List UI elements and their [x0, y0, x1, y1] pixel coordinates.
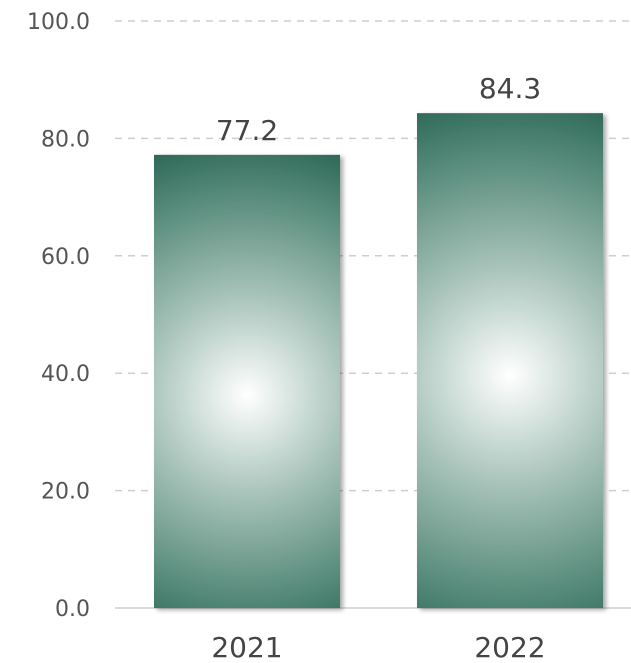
x-tick-label-2022: 2022	[474, 631, 545, 663]
y-tick-label: 100.0	[27, 10, 90, 35]
bar-2022	[417, 113, 603, 608]
y-tick-label: 40.0	[41, 362, 90, 387]
data-label-2021: 77.2	[216, 114, 278, 147]
y-tick-label: 0.0	[55, 597, 90, 622]
y-axis: 0.0 20.0 40.0 60.0 80.0 100.0	[27, 10, 90, 622]
y-tick-label: 60.0	[41, 245, 90, 270]
y-tick-label: 80.0	[41, 127, 90, 152]
bars	[154, 113, 603, 608]
x-tick-label-2021: 2021	[211, 631, 282, 663]
data-label-2022: 84.3	[479, 72, 541, 105]
bar-2021	[154, 154, 340, 608]
y-tick-label: 20.0	[41, 480, 90, 505]
labels: 77.2 2021 84.3 2022	[211, 72, 545, 663]
